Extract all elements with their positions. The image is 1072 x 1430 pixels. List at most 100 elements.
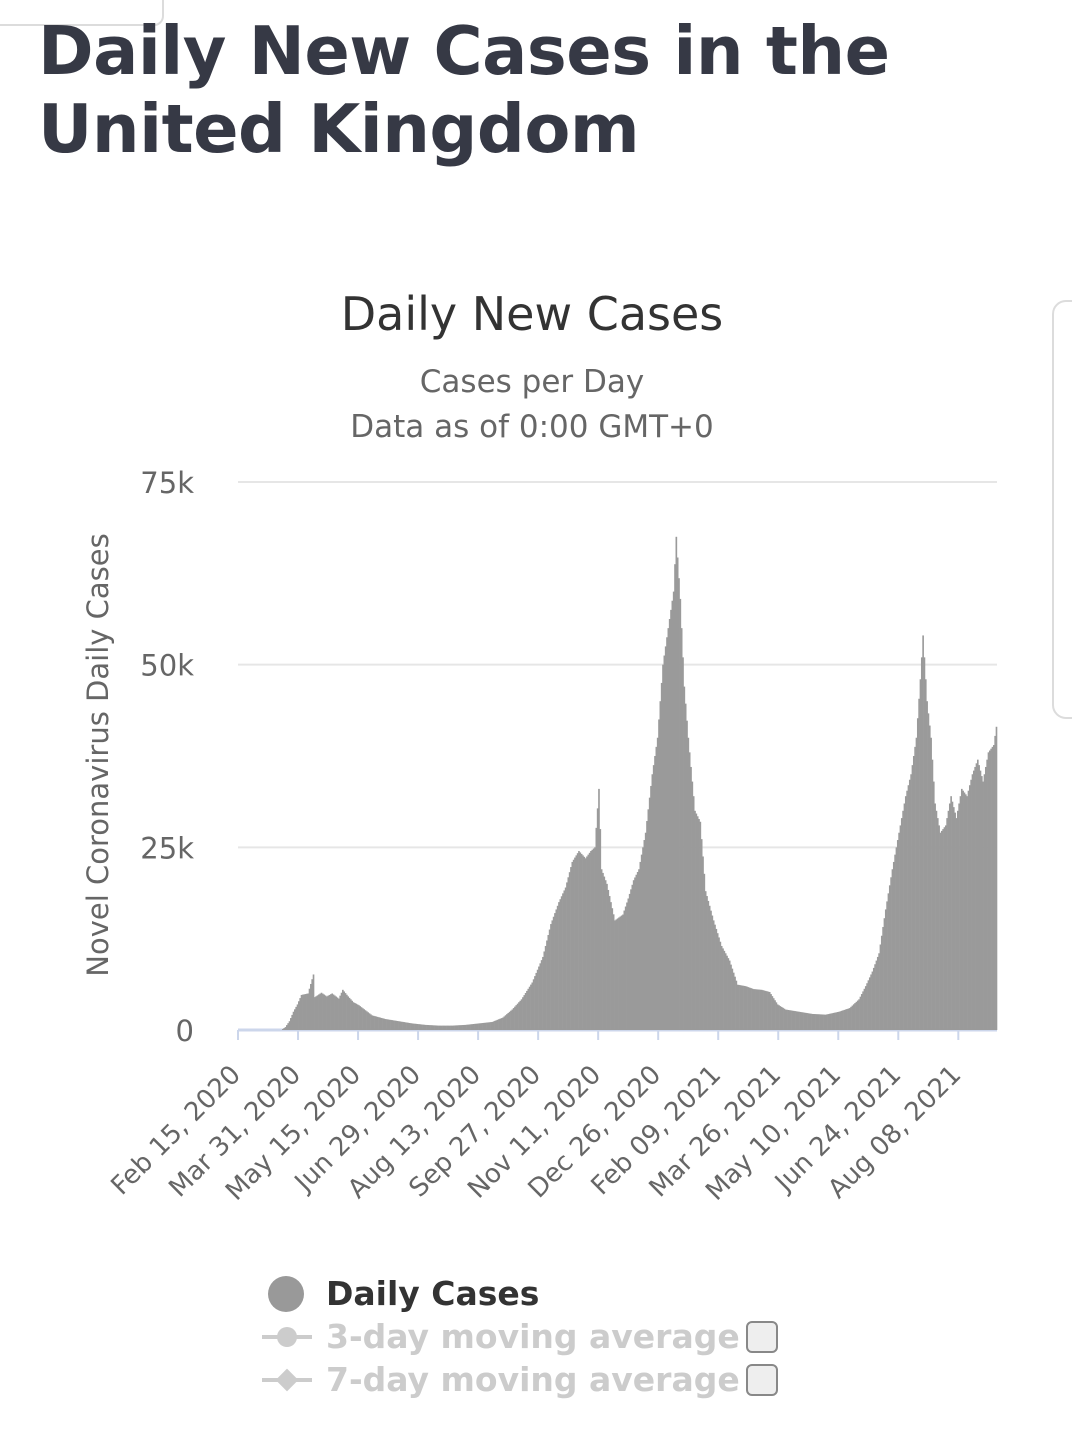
bar-day-253[interactable] [575, 855, 578, 1030]
bar-day-257[interactable] [580, 853, 583, 1030]
bar-day-395[interactable] [764, 990, 767, 1030]
bar-day-456[interactable] [846, 1008, 848, 1030]
bar-day-428[interactable] [808, 1013, 811, 1030]
bar-day-73[interactable] [335, 996, 338, 1030]
bar-day-125[interactable] [404, 1022, 407, 1030]
bar-day-41[interactable] [292, 1011, 295, 1030]
bar-day-88[interactable] [355, 1003, 358, 1030]
bar-day-289[interactable] [623, 910, 626, 1030]
bar-day-378[interactable] [742, 985, 744, 1030]
bar-day-304[interactable] [643, 840, 646, 1030]
bar-day-61[interactable] [319, 993, 322, 1030]
bar-day-567[interactable] [994, 735, 996, 1030]
bar-day-529[interactable] [943, 827, 946, 1030]
bar-day-566[interactable] [992, 745, 995, 1030]
bar-day-180[interactable] [478, 1023, 480, 1030]
bar-day-322[interactable] [667, 628, 670, 1030]
bar-day-184[interactable] [483, 1022, 486, 1030]
bar-day-49[interactable] [303, 994, 305, 1030]
bar-day-136[interactable] [419, 1024, 422, 1030]
bar-day-321[interactable] [666, 637, 668, 1030]
bar-day-38[interactable] [288, 1021, 291, 1030]
bar-day-335[interactable] [684, 703, 687, 1030]
bar-day-156[interactable] [446, 1025, 448, 1030]
bar-day-79[interactable] [343, 991, 346, 1030]
bar-day-42[interactable] [294, 1009, 296, 1030]
bar-day-365[interactable] [724, 953, 727, 1030]
bar-day-318[interactable] [662, 664, 664, 1030]
bar-day-164[interactable] [456, 1025, 459, 1030]
bar-day-341[interactable] [692, 796, 695, 1030]
bar-day-99[interactable] [370, 1014, 372, 1030]
bar-day-411[interactable] [786, 1009, 788, 1030]
bar-day-100[interactable] [371, 1015, 374, 1030]
bar-day-545[interactable] [964, 794, 967, 1030]
bar-day-492[interactable] [894, 854, 896, 1030]
bar-day-380[interactable] [744, 986, 747, 1030]
bar-day-167[interactable] [460, 1025, 463, 1030]
bar-day-193[interactable] [495, 1020, 498, 1030]
bar-day-299[interactable] [636, 871, 639, 1030]
bar-day-449[interactable] [836, 1012, 839, 1030]
bar-day-516[interactable] [926, 701, 928, 1030]
bar-day-209[interactable] [516, 1003, 519, 1030]
bar-day-172[interactable] [467, 1024, 470, 1030]
bar-day-148[interactable] [435, 1025, 438, 1030]
bar-day-557[interactable] [980, 776, 983, 1030]
bar-day-471[interactable] [866, 983, 868, 1030]
bar-day-344[interactable] [696, 816, 699, 1030]
bar-day-506[interactable] [912, 756, 915, 1030]
bar-day-288[interactable] [622, 914, 624, 1030]
bar-day-71[interactable] [332, 994, 335, 1030]
bar-day-60[interactable] [318, 994, 320, 1030]
bar-day-114[interactable] [390, 1019, 392, 1030]
bar-day-444[interactable] [830, 1013, 832, 1030]
bar-day-357[interactable] [714, 924, 716, 1030]
bar-day-308[interactable] [648, 797, 651, 1030]
bar-day-270[interactable] [598, 788, 600, 1030]
bar-day-221[interactable] [532, 979, 535, 1030]
bar-day-179[interactable] [476, 1023, 479, 1030]
bar-day-550[interactable] [971, 774, 974, 1030]
bar-day-479[interactable] [876, 956, 879, 1030]
bar-day-401[interactable] [772, 998, 775, 1030]
bar-day-310[interactable] [651, 774, 654, 1030]
bar-day-407[interactable] [780, 1006, 783, 1030]
bar-day-422[interactable] [800, 1012, 803, 1030]
bar-day-297[interactable] [634, 877, 636, 1030]
bar-day-425[interactable] [804, 1012, 807, 1030]
bar-day-195[interactable] [498, 1019, 500, 1030]
bar-day-216[interactable] [526, 990, 528, 1030]
bar-day-337[interactable] [687, 737, 690, 1030]
bar-day-455[interactable] [844, 1009, 847, 1030]
bar-day-556[interactable] [979, 770, 982, 1030]
bar-day-403[interactable] [775, 1002, 778, 1030]
bar-day-524[interactable] [936, 818, 939, 1030]
bar-day-274[interactable] [603, 876, 606, 1030]
bar-day-263[interactable] [588, 852, 591, 1030]
bar-day-81[interactable] [346, 994, 348, 1030]
bar-day-271[interactable] [599, 829, 602, 1030]
bar-day-330[interactable] [678, 578, 680, 1030]
bar-day-491[interactable] [892, 861, 895, 1030]
bar-day-119[interactable] [396, 1021, 399, 1030]
bar-day-397[interactable] [767, 991, 770, 1030]
bar-day-133[interactable] [415, 1023, 418, 1030]
bar-day-250[interactable] [571, 861, 574, 1030]
bar-day-458[interactable] [848, 1008, 851, 1030]
bar-day-410[interactable] [784, 1009, 787, 1030]
bar-day-66[interactable] [326, 996, 328, 1030]
bar-day-117[interactable] [394, 1020, 396, 1030]
bar-day-312[interactable] [654, 756, 656, 1030]
bar-day-175[interactable] [471, 1024, 474, 1030]
bar-day-352[interactable] [707, 900, 710, 1030]
bar-day-367[interactable] [727, 958, 730, 1030]
bar-day-235[interactable] [551, 920, 554, 1030]
bar-day-244[interactable] [563, 890, 566, 1030]
bar-day-416[interactable] [792, 1010, 795, 1030]
bar-day-307[interactable] [647, 809, 650, 1030]
bar-day-59[interactable] [316, 995, 319, 1030]
bar-day-258[interactable] [582, 855, 584, 1030]
bar-day-348[interactable] [702, 856, 704, 1030]
bar-day-234[interactable] [550, 924, 552, 1030]
